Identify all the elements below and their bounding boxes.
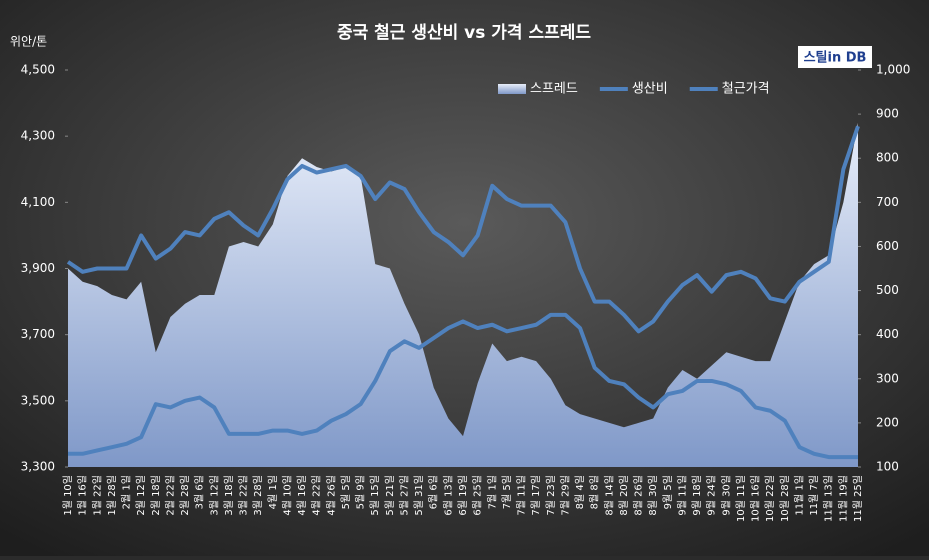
x-tick-label: 7월 11일 xyxy=(516,475,528,516)
y-tick-label: 3,900 xyxy=(21,261,55,275)
x-tick-label: 11월 7일 xyxy=(808,475,820,516)
x-tick-label: 4월 16일 xyxy=(296,475,308,516)
x-tick-label: 5월 5일 xyxy=(340,475,352,509)
x-tick-label: 1월 22일 xyxy=(91,475,103,516)
x-tick-label: 8월 14일 xyxy=(603,475,615,516)
y2-tick-label: 500 xyxy=(876,283,899,297)
x-tick-label: 5월 21일 xyxy=(384,475,396,516)
x-tick-label: 3월 28일 xyxy=(252,475,264,516)
series-line xyxy=(66,125,860,334)
x-tick-label: 7월 5일 xyxy=(501,475,513,509)
x-tick-label: 7월 23일 xyxy=(545,475,557,516)
y-tick-label: 3,700 xyxy=(21,327,55,341)
spread-area xyxy=(68,122,858,467)
legend-label: 생산비 xyxy=(632,82,668,97)
y-tick-label: 4,500 xyxy=(21,63,55,77)
y2-tick-label: 1,000 xyxy=(876,63,910,77)
x-tick-label: 10월 22일 xyxy=(764,475,776,522)
y2-tick-label: 600 xyxy=(876,239,899,253)
logo: 스틸in DB xyxy=(804,51,867,66)
x-tick-label: 4월 10일 xyxy=(281,475,293,516)
x-tick-label: 2월 18일 xyxy=(150,475,162,516)
x-tick-label: 1월 10일 xyxy=(62,475,74,516)
x-tick-label: 2월 28일 xyxy=(179,475,191,516)
legend-label: 스프레드 xyxy=(530,82,578,97)
x-tick-label: 4월 1일 xyxy=(267,475,279,509)
x-tick-label: 1월 28일 xyxy=(106,475,118,516)
plot: 3,300 3,500 3,700 3,900 4,100 4,300 4,500 100 20… xyxy=(21,63,911,523)
y-tick-label: 3,300 xyxy=(21,460,55,474)
x-tick-label: 1월 16일 xyxy=(77,475,89,516)
series-line xyxy=(68,312,858,460)
x-tick-label: 10월 16일 xyxy=(750,475,762,522)
x-tick-label: 3월 6일 xyxy=(194,475,206,509)
x-tick-label: 6월 19일 xyxy=(457,475,469,516)
legend-swatch xyxy=(498,84,526,94)
x-tick-label: 9월 24일 xyxy=(706,475,718,516)
x-tick-label: 11월 1일 xyxy=(793,475,805,516)
y2-tick-label: 100 xyxy=(876,460,899,474)
y-axis-label: 위안/톤 xyxy=(10,35,47,49)
y-tick-label: 4,100 xyxy=(21,195,55,209)
x-tick-label: 3월 22일 xyxy=(238,475,250,516)
x-tick-label: 9월 11일 xyxy=(676,475,688,516)
y2-tick-label: 700 xyxy=(876,195,899,209)
x-tick-label: 6월 13일 xyxy=(442,475,454,516)
x-tick-label: 2월 12일 xyxy=(135,475,147,516)
x-tick-label: 6월 6일 xyxy=(428,475,440,509)
x-tick-label: 11월 19일 xyxy=(837,475,849,522)
x-tick-label: 2월 22일 xyxy=(164,475,176,516)
y2-tick-label: 300 xyxy=(876,371,899,385)
x-tick-label: 6월 25일 xyxy=(472,475,484,516)
x-tick-label: 8월 30일 xyxy=(647,475,659,516)
y2-tick-label: 800 xyxy=(876,151,899,165)
x-tick-label: 8월 26일 xyxy=(633,475,645,516)
x-tick-label: 4월 26일 xyxy=(325,475,337,516)
x-tick-label: 10월 11일 xyxy=(735,475,747,522)
legend-label: 철근가격 xyxy=(722,82,770,97)
x-tick-label: 7월 17일 xyxy=(530,475,542,516)
x-tick-label: 5월 15일 xyxy=(369,475,381,516)
y-tick-label: 3,500 xyxy=(21,393,55,407)
x-tick-label: 7월 29일 xyxy=(559,475,571,516)
x-tick-label: 5월 31일 xyxy=(413,475,425,516)
y2-tick-label: 400 xyxy=(876,327,899,341)
x-tick-label: 3월 12일 xyxy=(208,475,220,516)
x-tick-label: 5월 9일 xyxy=(355,475,367,509)
x-tick-label: 10월 28일 xyxy=(779,475,791,522)
y-tick-label: 4,300 xyxy=(21,129,55,143)
x-tick-label: 7월 1일 xyxy=(486,475,498,509)
x-tick-label: 9월 18일 xyxy=(691,475,703,516)
y2-tick-label: 200 xyxy=(876,415,899,429)
y2-tick-label: 900 xyxy=(876,107,899,121)
x-tick-label: 5월 27일 xyxy=(398,475,410,516)
x-tick-label: 9월 5일 xyxy=(662,475,674,509)
x-tick-label: 11월 25일 xyxy=(852,475,864,522)
x-tick-label: 4월 22일 xyxy=(311,475,323,516)
x-tick-label: 8월 20일 xyxy=(618,475,630,516)
x-tick-label: 8월 8일 xyxy=(589,475,601,509)
chart-title: 중국 철근 생산비 vs 가격 스프레드 xyxy=(337,23,591,43)
x-tick-label: 11월 13일 xyxy=(823,475,835,522)
x-tick-label: 3월 18일 xyxy=(223,475,235,516)
x-tick-label: 8월 4일 xyxy=(574,475,586,509)
logo-box xyxy=(798,46,872,68)
x-tick-label: 2월 1일 xyxy=(121,475,133,509)
x-tick-label: 9월 30일 xyxy=(720,475,732,516)
